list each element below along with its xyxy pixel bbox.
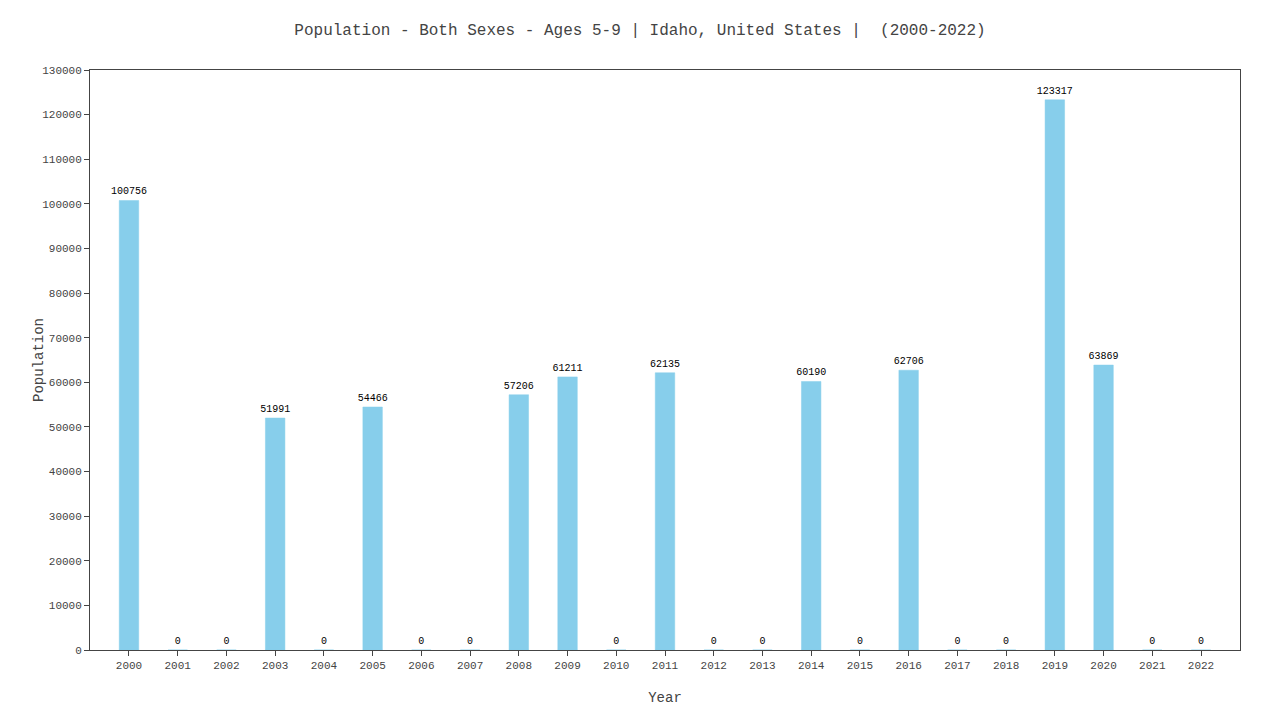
svg-text:0: 0 [75, 645, 82, 657]
svg-text:2009: 2009 [554, 660, 580, 672]
svg-text:40000: 40000 [49, 466, 82, 478]
svg-text:62706: 62706 [894, 356, 924, 367]
svg-text:2017: 2017 [944, 660, 970, 672]
svg-text:20000: 20000 [49, 556, 82, 568]
svg-text:2004: 2004 [311, 660, 338, 672]
svg-text:0: 0 [613, 636, 619, 647]
svg-text:0: 0 [954, 636, 960, 647]
svg-text:Population - Both Sexes - Ages: Population - Both Sexes - Ages 5-9 | Ida… [294, 22, 985, 40]
svg-text:57206: 57206 [504, 381, 534, 392]
svg-text:2011: 2011 [652, 660, 679, 672]
svg-text:0: 0 [467, 636, 473, 647]
svg-text:10000: 10000 [49, 600, 82, 612]
svg-text:2002: 2002 [213, 660, 239, 672]
svg-text:2014: 2014 [798, 660, 825, 672]
svg-text:100756: 100756 [111, 186, 147, 197]
svg-text:0: 0 [1198, 636, 1204, 647]
svg-text:30000: 30000 [49, 511, 82, 523]
svg-text:0: 0 [711, 636, 717, 647]
svg-text:0: 0 [321, 636, 327, 647]
svg-text:0: 0 [857, 636, 863, 647]
svg-text:0: 0 [1149, 636, 1155, 647]
svg-text:120000: 120000 [42, 109, 82, 121]
svg-text:2013: 2013 [749, 660, 775, 672]
svg-text:2008: 2008 [506, 660, 532, 672]
svg-text:2010: 2010 [603, 660, 629, 672]
svg-text:2006: 2006 [408, 660, 434, 672]
svg-text:2001: 2001 [165, 660, 192, 672]
svg-text:50000: 50000 [49, 422, 82, 434]
svg-text:0: 0 [175, 636, 181, 647]
svg-text:0: 0 [759, 636, 765, 647]
svg-text:2018: 2018 [993, 660, 1019, 672]
svg-text:63869: 63869 [1089, 351, 1119, 362]
svg-text:Year: Year [648, 690, 682, 706]
svg-text:54466: 54466 [358, 393, 388, 404]
svg-text:62135: 62135 [650, 359, 680, 370]
svg-text:60190: 60190 [796, 367, 826, 378]
svg-text:2007: 2007 [457, 660, 483, 672]
svg-text:2012: 2012 [701, 660, 727, 672]
svg-text:2000: 2000 [116, 660, 142, 672]
svg-text:70000: 70000 [49, 333, 82, 345]
svg-text:60000: 60000 [49, 377, 82, 389]
svg-text:2003: 2003 [262, 660, 288, 672]
svg-text:100000: 100000 [42, 199, 82, 211]
svg-text:51991: 51991 [260, 404, 290, 415]
svg-text:2015: 2015 [847, 660, 873, 672]
svg-text:2005: 2005 [359, 660, 385, 672]
svg-text:0: 0 [418, 636, 424, 647]
svg-text:Population: Population [31, 318, 47, 402]
svg-text:110000: 110000 [42, 154, 82, 166]
svg-text:130000: 130000 [42, 65, 82, 77]
svg-text:2020: 2020 [1090, 660, 1116, 672]
svg-text:2022: 2022 [1188, 660, 1214, 672]
svg-text:90000: 90000 [49, 243, 82, 255]
svg-text:2016: 2016 [895, 660, 921, 672]
svg-text:61211: 61211 [553, 363, 583, 374]
svg-text:2019: 2019 [1042, 660, 1068, 672]
svg-text:123317: 123317 [1037, 86, 1073, 97]
svg-text:0: 0 [1003, 636, 1009, 647]
svg-text:80000: 80000 [49, 288, 82, 300]
svg-text:2021: 2021 [1139, 660, 1166, 672]
svg-text:0: 0 [223, 636, 229, 647]
